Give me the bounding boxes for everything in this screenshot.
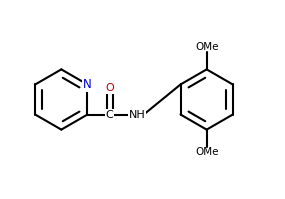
Text: NH: NH bbox=[129, 110, 146, 120]
Text: OMe: OMe bbox=[195, 147, 218, 157]
Text: OMe: OMe bbox=[195, 42, 218, 52]
Text: C: C bbox=[106, 110, 113, 120]
Text: O: O bbox=[105, 83, 114, 93]
Text: N: N bbox=[83, 78, 92, 91]
